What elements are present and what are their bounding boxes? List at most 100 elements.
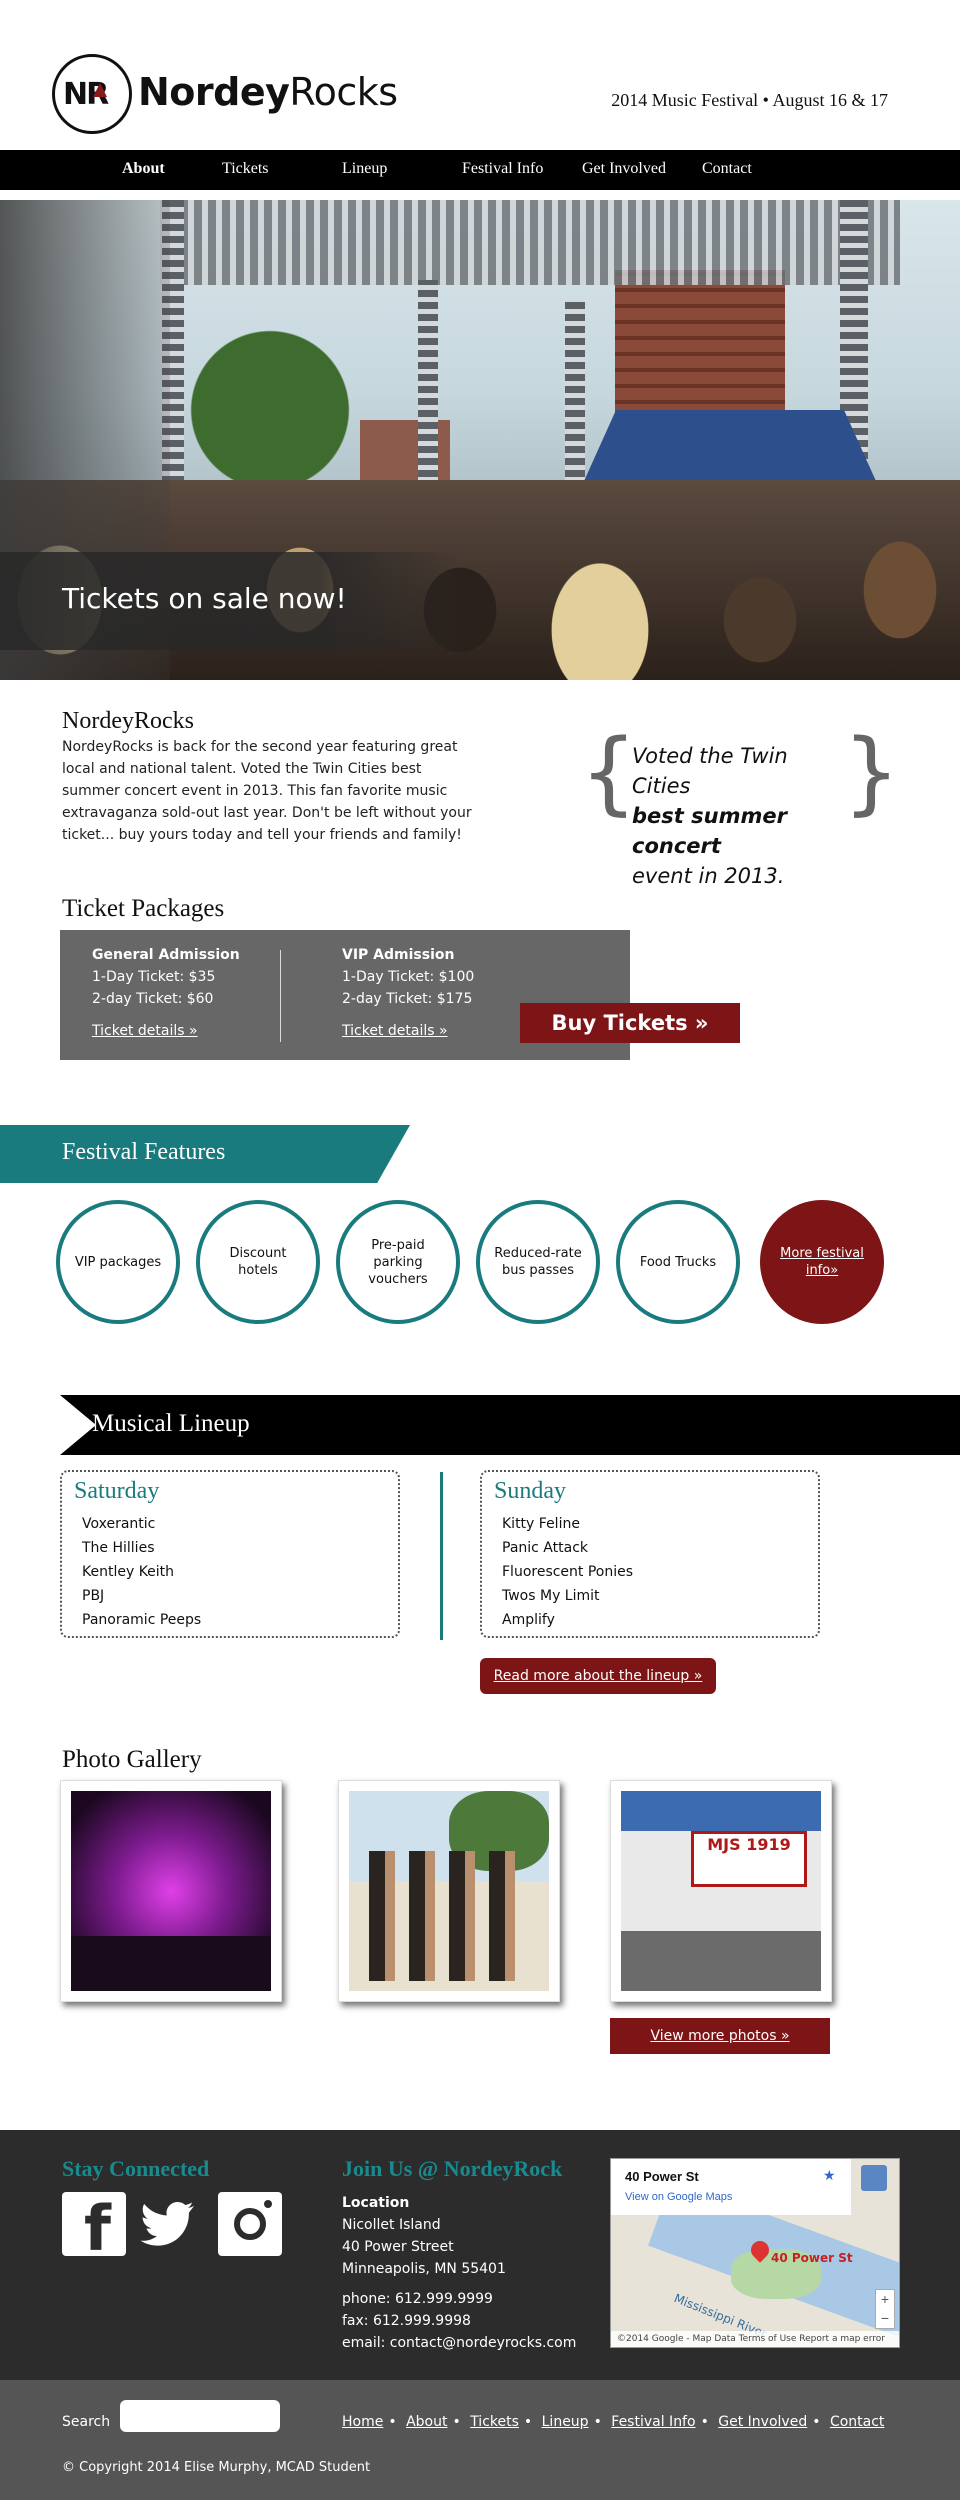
location-map[interactable]: 40 Power St View on Google Maps ★ 40 Pow…: [610, 2158, 900, 2348]
stage-truss: [160, 200, 900, 285]
footer-link-get-involved[interactable]: Get Involved: [718, 2414, 808, 2430]
vip-ticket-details-link[interactable]: Ticket details »: [342, 1023, 448, 1039]
map-zoom-control[interactable]: + −: [875, 2289, 895, 2329]
ticket-divider: [280, 950, 281, 1042]
nav-item-about[interactable]: About: [122, 160, 165, 177]
list-item: Panoramic Peeps: [82, 1612, 202, 1628]
buy-tickets-button[interactable]: Buy Tickets »: [520, 1003, 740, 1043]
sunday-heading: Sunday: [494, 1478, 566, 1504]
star-icon[interactable]: ★: [823, 2167, 836, 2183]
footer-link-tickets[interactable]: Tickets: [470, 2414, 519, 2430]
vip-two-day-price: 2-day Ticket: $175: [342, 991, 473, 1007]
list-item: Kentley Keith: [82, 1564, 175, 1580]
bottom-bar: Search Home • About • Tickets • Lineup • Fes…: [0, 2380, 960, 2500]
general-one-day-price: 1-Day Ticket: $35: [92, 969, 216, 985]
facebook-icon[interactable]: f: [62, 2192, 126, 2264]
festival-features-banner: Festival Features: [0, 1125, 410, 1183]
twitter-icon[interactable]: [136, 2192, 200, 2256]
logo-mark[interactable]: NR: [52, 54, 132, 134]
logo-wordmark-bold: Nordey: [138, 70, 290, 114]
address-line-3: Minneapolis, MN 55401: [342, 2261, 506, 2277]
nav-item-get-involved[interactable]: Get Involved: [582, 160, 666, 177]
feature-discount-hotels[interactable]: Discount hotels: [196, 1200, 320, 1324]
sunday-acts: Kitty Feline Panic Attack Fluorescent Po…: [502, 1512, 633, 1632]
festival-features-title: Festival Features: [62, 1139, 226, 1165]
nav-item-tickets[interactable]: Tickets: [222, 160, 269, 177]
main-nav: About Tickets Lineup Festival Info Get I…: [0, 150, 960, 190]
photo-gallery-title: Photo Gallery: [62, 1746, 202, 1773]
gallery-photo-performers[interactable]: [338, 1780, 560, 2002]
join-us-heading: Join Us @ NordeyRock: [342, 2156, 563, 2181]
feature-parking-vouchers[interactable]: Pre-paid parking vouchers: [336, 1200, 460, 1324]
footer-link-lineup[interactable]: Lineup: [541, 2414, 589, 2430]
logo-wordmark[interactable]: NordeyRocks: [138, 70, 398, 114]
view-more-photos-button[interactable]: View more photos »: [610, 2018, 830, 2054]
musical-lineup-banner: Musical Lineup: [60, 1395, 960, 1455]
address-line-1: Nicollet Island: [342, 2217, 441, 2233]
hero-banner-text: Tickets on sale now!: [62, 582, 347, 615]
copyright-text: © Copyright 2014 Elise Murphy, MCAD Stud…: [62, 2460, 371, 2475]
read-more-lineup-button[interactable]: Read more about the lineup »: [480, 1658, 716, 1694]
vip-one-day-price: 1-Day Ticket: $100: [342, 969, 475, 985]
intro-body: NordeyRocks is back for the second year …: [62, 739, 472, 843]
saturday-lineup: Saturday Voxerantic The Hillies Kentley …: [60, 1470, 400, 1638]
saturday-heading: Saturday: [74, 1478, 160, 1504]
list-item: PBJ: [82, 1588, 105, 1604]
email-address[interactable]: email: contact@nordeyrocks.com: [342, 2335, 577, 2351]
sunday-lineup: Sunday Kitty Feline Panic Attack Fluores…: [480, 1470, 820, 1638]
instagram-icon[interactable]: [218, 2192, 282, 2256]
list-item: Twos My Limit: [502, 1588, 600, 1604]
list-item: Kitty Feline: [502, 1516, 580, 1532]
list-item: Amplify: [502, 1612, 555, 1628]
general-two-day-price: 2-day Ticket: $60: [92, 991, 214, 1007]
footer-link-contact[interactable]: Contact: [829, 2414, 885, 2430]
general-admission-package: General Admission 1-Day Ticket: $35 2-da…: [92, 944, 240, 1042]
pull-quote: { Voted the Twin Cities best summer conc…: [580, 723, 900, 889]
feature-vip-packages[interactable]: VIP packages: [56, 1200, 180, 1324]
general-ticket-details-link[interactable]: Ticket details »: [92, 1023, 198, 1039]
map-place-card: 40 Power St View on Google Maps: [611, 2159, 851, 2215]
logo-triangle-icon: [93, 83, 107, 97]
hero-tent: [580, 410, 880, 490]
fax-number: fax: 612.999.9998: [342, 2313, 471, 2329]
street-view-icon[interactable]: [861, 2165, 887, 2191]
general-admission-heading: General Admission: [92, 947, 240, 963]
hero-banner[interactable]: Tickets on sale now!: [0, 552, 460, 650]
search-input[interactable]: [120, 2400, 280, 2432]
saturday-acts: Voxerantic The Hillies Kentley Keith PBJ…: [82, 1512, 201, 1632]
nav-item-lineup[interactable]: Lineup: [342, 160, 388, 177]
gallery-photo-concert[interactable]: [60, 1780, 282, 2002]
festival-tagline: 2014 Music Festival • August 16 & 17: [611, 90, 888, 110]
feature-bus-passes[interactable]: Reduced-rate bus passes: [476, 1200, 600, 1324]
nav-item-festival-info[interactable]: Festival Info: [462, 160, 544, 177]
lineup-divider: [440, 1472, 443, 1640]
left-brace-icon: {: [580, 720, 638, 825]
footer-links: Home • About • Tickets • Lineup • Festival I…: [342, 2414, 885, 2430]
nav-item-contact[interactable]: Contact: [702, 160, 752, 177]
list-item: Voxerantic: [82, 1516, 156, 1532]
vip-admission-heading: VIP Admission: [342, 947, 455, 963]
pull-quote-text: Voted the Twin Cities best summer concer…: [632, 744, 788, 888]
view-on-google-maps-link[interactable]: View on Google Maps: [625, 2191, 733, 2203]
address-line-2: 40 Power Street: [342, 2239, 454, 2255]
stay-connected-heading: Stay Connected: [62, 2156, 210, 2181]
feature-food-trucks[interactable]: Food Trucks: [616, 1200, 740, 1324]
ticket-packages-title: Ticket Packages: [62, 895, 225, 922]
map-pin-label: 40 Power St: [771, 2251, 853, 2265]
footer-link-about[interactable]: About: [406, 2414, 448, 2430]
vip-admission-package: VIP Admission 1-Day Ticket: $100 2-day T…: [342, 944, 474, 1042]
phone-number: phone: 612.999.9999: [342, 2291, 493, 2307]
map-place-name: 40 Power St: [625, 2169, 699, 2184]
list-item: The Hillies: [82, 1540, 155, 1556]
more-festival-info-button[interactable]: More festival info»: [760, 1200, 884, 1324]
gallery-photo-food-truck[interactable]: [610, 1780, 832, 2002]
logo-wordmark-rest: Rocks: [289, 70, 398, 114]
footer-link-festival-info[interactable]: Festival Info: [611, 2414, 696, 2430]
footer-link-home[interactable]: Home: [342, 2414, 384, 2430]
site-header: NR NordeyRocks 2014 Music Festival • Aug…: [0, 0, 960, 150]
contact-info: Location Nicollet Island 40 Power Street…: [342, 2192, 576, 2354]
list-item: Fluorescent Ponies: [502, 1564, 634, 1580]
location-label: Location: [342, 2195, 410, 2211]
musical-lineup-title: Musical Lineup: [92, 1410, 250, 1437]
map-credit: ©2014 Google - Map Data Terms of Use Rep…: [611, 2331, 899, 2347]
